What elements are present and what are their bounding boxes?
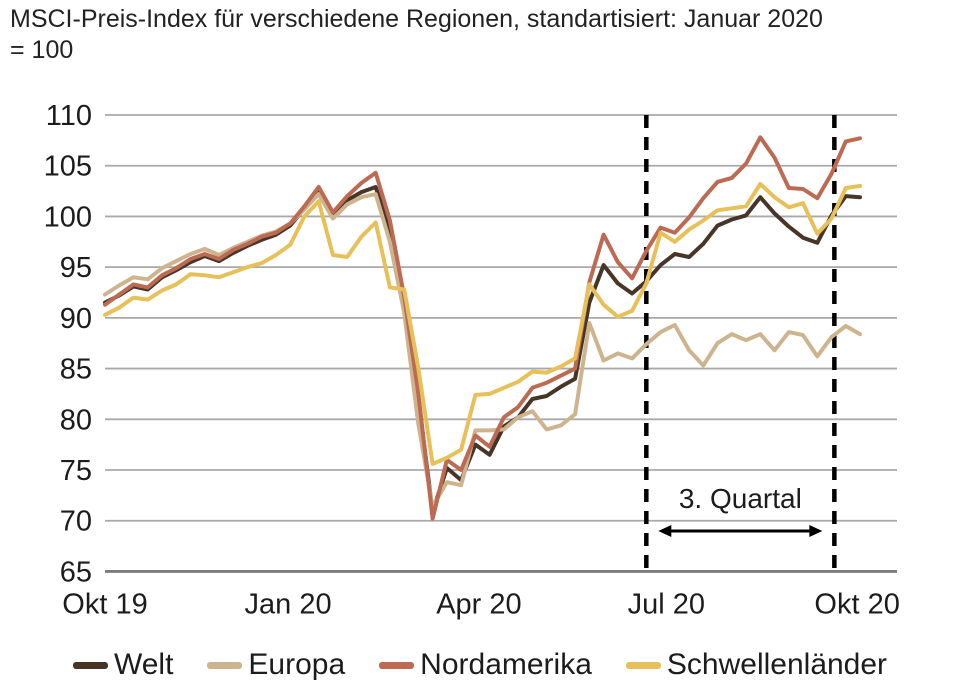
y-tick-label-70: 70 bbox=[60, 506, 92, 538]
y-tick-label-90: 90 bbox=[60, 303, 92, 335]
legend-label-schwellenländer: Schwellenländer bbox=[666, 648, 888, 681]
series-line-europa bbox=[103, 192, 862, 509]
quarter-arrow-right-head bbox=[809, 525, 823, 537]
legend-swatch-nordamerika bbox=[379, 661, 415, 669]
series-line-nordamerika bbox=[103, 135, 862, 521]
x-tick-label-Jan-20: Jan 20 bbox=[245, 588, 332, 620]
series-line-schwellenländer bbox=[103, 182, 862, 466]
y-tick-label-110: 110 bbox=[46, 100, 92, 132]
chart-title-line2: = 100 bbox=[10, 36, 74, 64]
legend-item-europa: Europa bbox=[207, 648, 345, 682]
legend-swatch-europa bbox=[207, 661, 243, 669]
msci-line-chart: 65 70 75 80 85 90 95 100 105 110 Okt 19 Jan 20 Apr 2… bbox=[44, 100, 900, 620]
legend-swatch-welt bbox=[72, 661, 108, 669]
y-tick-label-65: 65 bbox=[60, 556, 92, 588]
y-tick-label-105: 105 bbox=[44, 151, 92, 183]
legend-item-welt: Welt bbox=[72, 648, 174, 682]
legend-label-nordamerika: Nordamerika bbox=[420, 648, 592, 681]
legend-item-nordamerika: Nordamerika bbox=[379, 648, 592, 682]
series-line-welt bbox=[103, 185, 862, 514]
legend: Welt Europa Nordamerika Schwellenländer bbox=[0, 648, 960, 682]
legend-label-welt: Welt bbox=[113, 648, 174, 681]
x-tick-label-Jul-20: Jul 20 bbox=[628, 588, 705, 620]
y-tick-label-95: 95 bbox=[60, 252, 92, 284]
y-tick-label-75: 75 bbox=[60, 455, 92, 487]
quarter-arrow-left-head bbox=[658, 525, 672, 537]
x-tick-label-Okt-20: Okt 20 bbox=[814, 588, 899, 620]
y-tick-label-80: 80 bbox=[60, 404, 92, 436]
chart-title: MSCI-Preis-Index für verschiedene Region… bbox=[10, 4, 956, 66]
y-tick-label-100: 100 bbox=[44, 201, 92, 233]
x-tick-label-Apr-20: Apr 20 bbox=[436, 588, 521, 620]
legend-item-schwellenländer: Schwellenländer bbox=[625, 648, 888, 682]
legend-label-europa: Europa bbox=[248, 648, 346, 681]
y-tick-label-85: 85 bbox=[60, 354, 92, 386]
quarter-annotation-label: 3. Quartal bbox=[679, 483, 802, 514]
chart-title-line1: MSCI-Preis-Index für verschiedene Region… bbox=[10, 5, 823, 33]
x-tick-label-Okt-19: Okt 19 bbox=[62, 588, 147, 620]
legend-swatch-schwellenländer bbox=[625, 661, 661, 669]
